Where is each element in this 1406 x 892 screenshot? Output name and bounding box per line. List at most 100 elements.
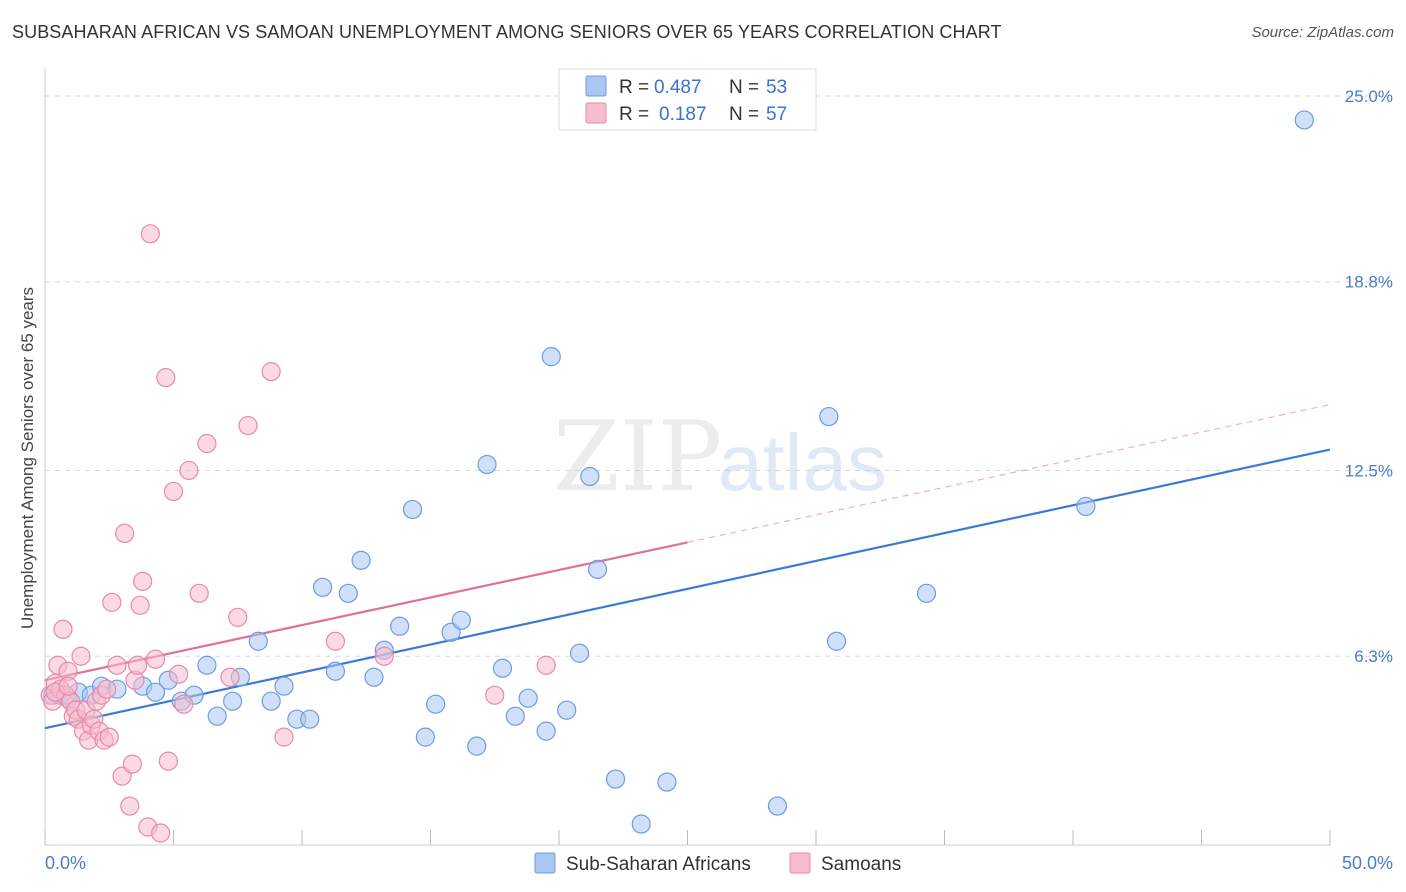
legend-r-value-2: 0.187 bbox=[659, 104, 707, 125]
point-subsaharan bbox=[819, 406, 839, 427]
legend-swatch-pink bbox=[585, 102, 607, 124]
point-samoan bbox=[53, 619, 73, 639]
point-samoan bbox=[71, 646, 91, 666]
point-subsaharan bbox=[197, 655, 217, 675]
y-tick-label: 25.0% bbox=[1345, 87, 1393, 106]
grid bbox=[45, 95, 1392, 657]
point-subsaharan bbox=[477, 454, 497, 475]
point-samoan bbox=[197, 433, 217, 454]
point-subsaharan bbox=[767, 796, 788, 816]
point-subsaharan bbox=[605, 769, 626, 789]
legend-n-label-1: N = bbox=[729, 77, 759, 98]
watermark-zip: ZIP bbox=[553, 401, 722, 513]
point-samoan bbox=[127, 655, 148, 675]
trend-line-subsaharan bbox=[44, 448, 1331, 730]
point-subsaharan bbox=[390, 616, 410, 636]
point-samoan bbox=[228, 607, 248, 627]
point-subsaharan bbox=[557, 700, 577, 720]
y-tick-label: 12.5% bbox=[1345, 461, 1393, 480]
x-tick-label-min: 0.0% bbox=[45, 853, 86, 873]
x-tick-label-max: 50.0% bbox=[1342, 853, 1393, 873]
point-subsaharan bbox=[274, 676, 294, 696]
point-samoan bbox=[102, 592, 122, 612]
point-subsaharan bbox=[351, 550, 371, 570]
legend-n-label-2: N = bbox=[729, 104, 759, 125]
point-samoan bbox=[179, 460, 199, 481]
point-subsaharan bbox=[631, 814, 651, 834]
point-samoan bbox=[374, 646, 394, 666]
point-samoan bbox=[120, 796, 140, 816]
point-subsaharan bbox=[492, 658, 513, 678]
watermark: ZIP atlas bbox=[553, 401, 887, 513]
point-samoan bbox=[97, 679, 117, 699]
legend-n-value-1: 53 bbox=[766, 77, 787, 98]
point-samoan bbox=[99, 727, 119, 747]
point-samoan bbox=[325, 631, 346, 651]
point-samoan bbox=[163, 481, 184, 502]
point-subsaharan bbox=[312, 577, 333, 597]
point-samoan bbox=[220, 667, 240, 687]
point-subsaharan bbox=[569, 643, 590, 663]
point-subsaharan bbox=[1076, 496, 1096, 517]
point-samoan bbox=[238, 415, 258, 436]
point-samoan bbox=[151, 823, 171, 843]
point-samoan bbox=[485, 685, 505, 705]
point-samoan bbox=[158, 751, 178, 771]
legend-swatch-blue bbox=[585, 75, 607, 97]
point-subsaharan bbox=[415, 727, 435, 747]
bottom-legend-swatch-pink bbox=[789, 852, 811, 874]
point-samoan bbox=[174, 694, 194, 714]
point-samoan bbox=[107, 655, 127, 675]
point-subsaharan bbox=[826, 631, 847, 651]
data-points bbox=[40, 110, 1314, 843]
legend-r-label-2: R = bbox=[619, 104, 649, 125]
point-samoan bbox=[274, 727, 294, 747]
point-subsaharan bbox=[426, 694, 446, 714]
point-samoan bbox=[189, 583, 209, 603]
legend-r-label-1: R = bbox=[619, 77, 649, 98]
point-subsaharan bbox=[402, 499, 423, 520]
point-subsaharan bbox=[300, 709, 320, 729]
point-samoan bbox=[140, 224, 160, 244]
point-subsaharan bbox=[261, 691, 281, 711]
source-label: Source: ZipAtlas.com bbox=[1251, 24, 1394, 41]
point-subsaharan bbox=[541, 347, 561, 367]
legend-r-value-1: 0.487 bbox=[654, 77, 702, 98]
point-samoan bbox=[115, 523, 135, 544]
chart-title: SUBSAHARAN AFRICAN VS SAMOAN UNEMPLOYMEN… bbox=[12, 22, 1002, 42]
point-subsaharan bbox=[657, 772, 677, 792]
point-subsaharan bbox=[223, 691, 243, 711]
series-legend: Sub-Saharan Africans Samoans bbox=[534, 852, 901, 875]
point-samoan bbox=[156, 368, 176, 388]
point-subsaharan bbox=[467, 736, 487, 756]
point-subsaharan bbox=[145, 682, 166, 702]
legend-n-value-2: 57 bbox=[766, 104, 787, 125]
point-samoan bbox=[169, 664, 189, 684]
y-tick-label: 6.3% bbox=[1354, 647, 1393, 666]
point-samoan bbox=[145, 649, 166, 669]
point-subsaharan bbox=[451, 610, 471, 630]
point-samoan bbox=[536, 655, 556, 675]
point-subsaharan bbox=[1294, 110, 1314, 130]
point-samoan bbox=[58, 676, 78, 696]
bottom-legend-label-2: Samoans bbox=[821, 854, 901, 875]
point-subsaharan bbox=[587, 559, 608, 579]
point-subsaharan bbox=[325, 661, 346, 681]
point-subsaharan bbox=[536, 721, 556, 741]
point-subsaharan bbox=[248, 631, 268, 651]
bottom-legend-swatch-blue bbox=[534, 852, 556, 874]
axes: 6.3% 12.5% 18.8% 25.0% 0.0% 50.0% bbox=[44, 68, 1393, 873]
point-samoan bbox=[130, 595, 150, 615]
watermark-atlas: atlas bbox=[718, 418, 887, 507]
point-subsaharan bbox=[338, 583, 358, 603]
bottom-legend-label-1: Sub-Saharan Africans bbox=[566, 854, 751, 875]
point-subsaharan bbox=[505, 706, 525, 726]
y-axis-label: Unemployment Among Seniors over 65 years bbox=[18, 287, 37, 629]
point-subsaharan bbox=[207, 706, 227, 726]
point-samoan bbox=[122, 754, 142, 774]
point-subsaharan bbox=[518, 688, 538, 708]
point-samoan bbox=[133, 571, 153, 591]
point-subsaharan bbox=[580, 466, 600, 487]
point-subsaharan bbox=[364, 667, 384, 687]
